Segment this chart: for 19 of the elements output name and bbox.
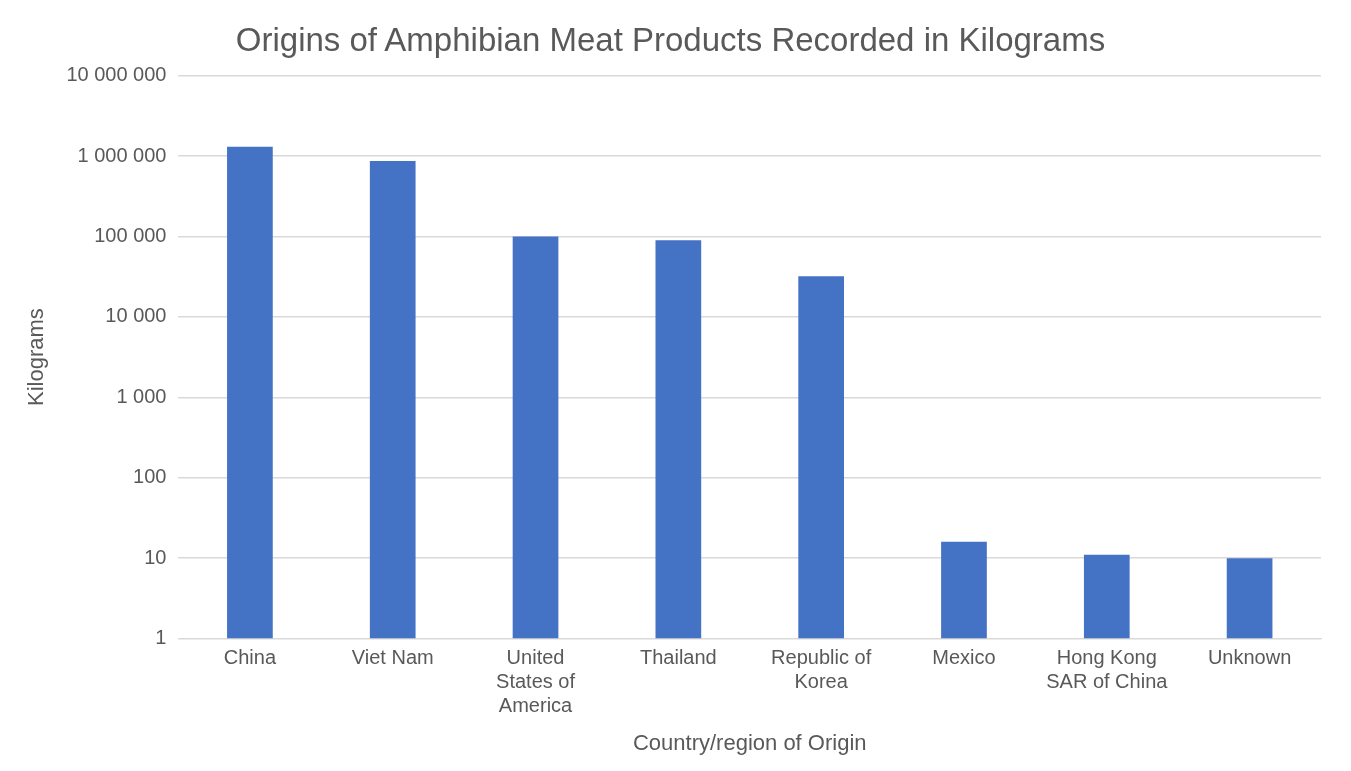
x-tick-label: Republic of Korea	[771, 646, 872, 693]
y-tick-label: 10 000 000	[66, 63, 167, 86]
x-tick-label: Unknown	[1207, 646, 1292, 669]
chart-title: Origins of Amphibian Meat Products Recorded in Kilograms	[235, 20, 1106, 58]
x-tick-label: Thailand	[639, 646, 717, 669]
x-axis-title: Country/region of Origin	[632, 729, 867, 755]
x-tick-label: China	[223, 646, 277, 669]
x-tick-label: Hong Kong SAR of China	[1046, 646, 1169, 693]
y-tick-label: 100 000	[94, 223, 167, 246]
x-tick-label: United States of America	[496, 646, 576, 717]
x-tick-label: Mexico	[932, 646, 996, 669]
y-tick-label: 1 000 000	[77, 143, 167, 166]
y-tick-label: 10	[144, 545, 167, 568]
y-tick-label: 10 000	[105, 304, 167, 327]
y-tick-label: 1	[155, 626, 167, 649]
y-tick-label: 1 000	[116, 384, 167, 407]
y-axis-title: Kilograms	[23, 308, 49, 407]
y-tick-label: 100	[133, 465, 167, 488]
x-tick-label: Viet Nam	[351, 646, 434, 669]
